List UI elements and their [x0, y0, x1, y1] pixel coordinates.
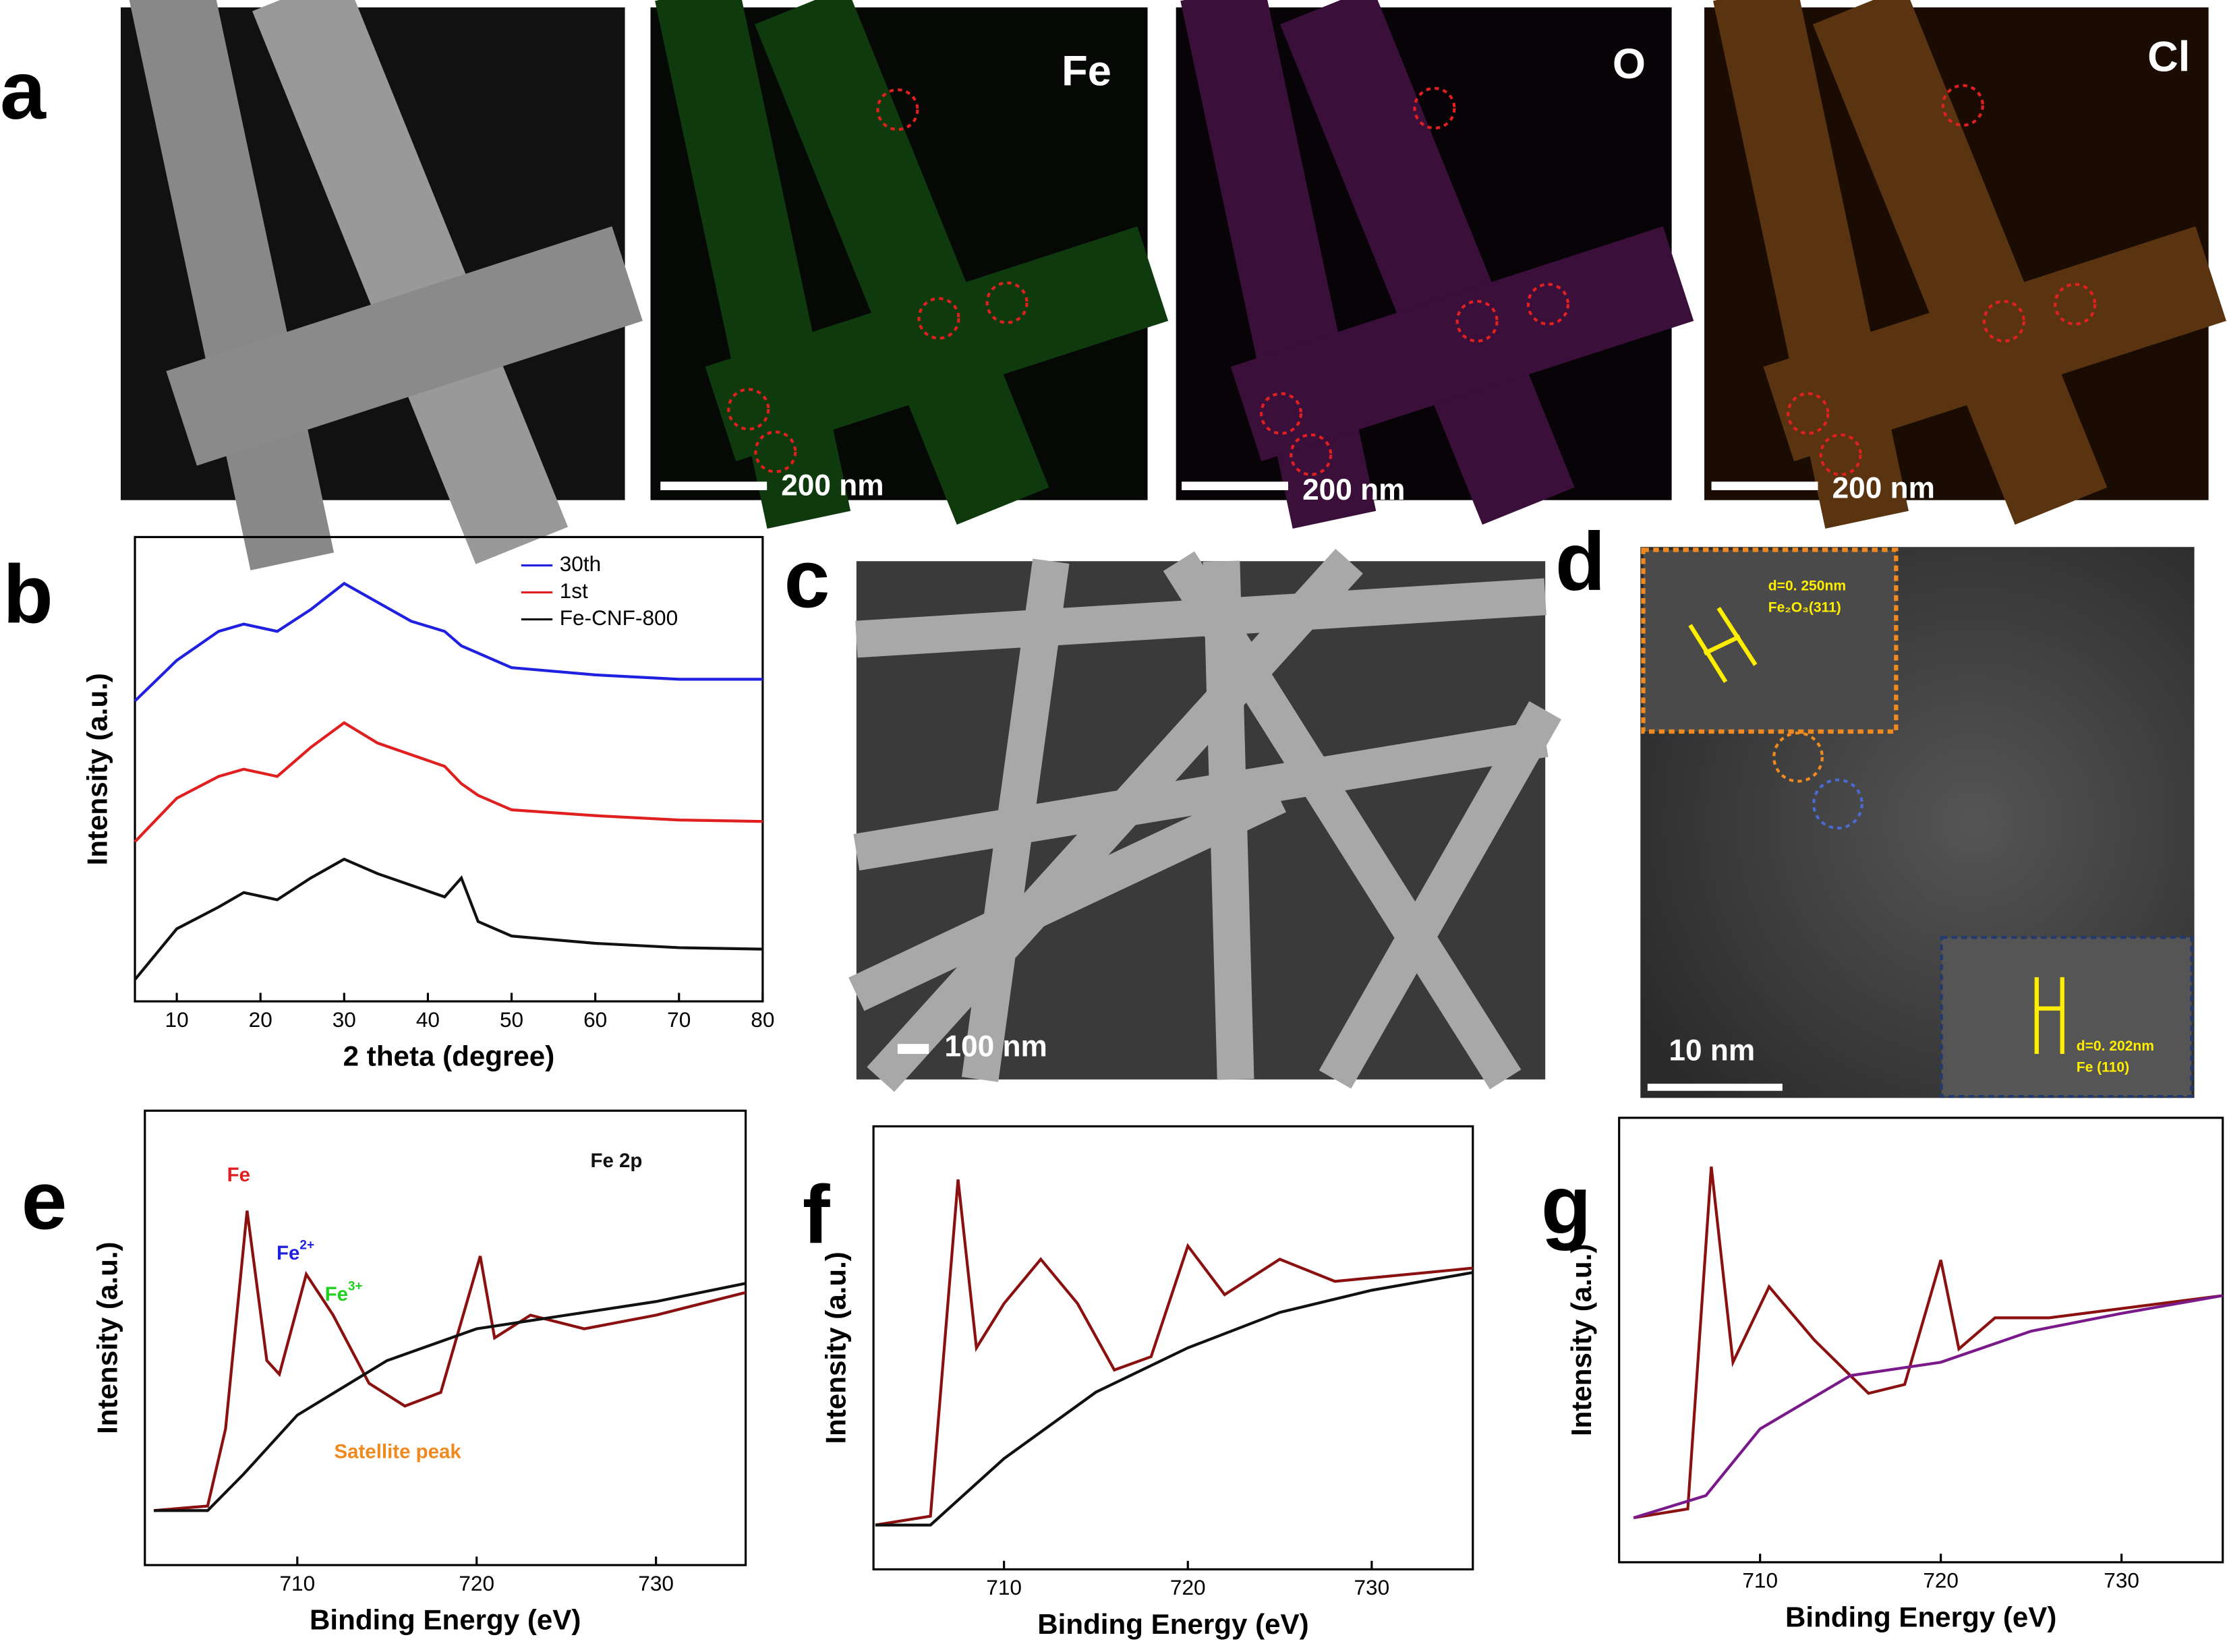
data-line: [134, 857, 763, 981]
x-tick-label: 710: [986, 1575, 1022, 1599]
data-line: [154, 1282, 746, 1512]
scale-label: 10 nm: [1669, 1034, 1755, 1067]
x-axis-label: 2 theta (degree): [343, 1040, 555, 1071]
x-tick-label: 720: [459, 1571, 494, 1595]
legend-label: Fe-CNF-800: [560, 606, 678, 630]
scale-bar: [1711, 481, 1818, 490]
plot-frame: [1618, 1117, 2224, 1564]
legend-label: 1st: [560, 579, 588, 603]
spacing-label: d=0. 250nm: [1768, 579, 1846, 594]
scale-label: 100 nm: [944, 1030, 1047, 1063]
panel-label: e: [22, 1154, 67, 1247]
data-line: [153, 1210, 747, 1512]
y-axis-label: Intensity (a.u.): [82, 673, 113, 865]
y-axis-label: Intensity (a.u.): [820, 1251, 852, 1444]
panel-label: a: [0, 44, 47, 136]
element-label: Cl: [2147, 34, 2190, 81]
annotation: Fe2+: [277, 1238, 314, 1264]
hrtem-image: [1640, 547, 2195, 1098]
scale-label: 200 nm: [1832, 472, 1935, 505]
plane-label: Fe (110): [2077, 1060, 2129, 1075]
panel-label: g: [1541, 1158, 1592, 1251]
x-tick-label: 20: [249, 1007, 272, 1032]
annotation-text: Fe: [227, 1164, 250, 1186]
x-tick-label: 730: [1354, 1575, 1390, 1599]
spacing-label: d=0. 202nm: [2077, 1038, 2154, 1054]
scale-label: 200 nm: [1302, 473, 1405, 506]
annotation-text: Fe 2p: [590, 1150, 642, 1172]
annotation: Satellite peak: [334, 1441, 461, 1463]
x-tick-label: 720: [1170, 1575, 1206, 1599]
element-label: Fe: [1062, 48, 1111, 95]
sem-image: [848, 548, 1561, 1092]
haadf-image: [120, 0, 643, 570]
annotation-text: Fe: [277, 1242, 299, 1264]
x-tick-label: 720: [1923, 1568, 1959, 1593]
plot-frame: [144, 1109, 747, 1566]
x-tick-label: 710: [279, 1571, 315, 1595]
annotation: Fe 2p: [590, 1150, 642, 1172]
x-tick-label: 80: [751, 1007, 774, 1032]
x-tick-label: 60: [583, 1007, 607, 1032]
panel-label: f: [803, 1169, 830, 1261]
x-axis-label: Binding Energy (eV): [1037, 1608, 1308, 1640]
data-line: [875, 1179, 1473, 1527]
fe-map: [650, 0, 1169, 529]
data-line: [875, 1271, 1474, 1527]
x-tick-label: 10: [165, 1007, 189, 1032]
data-line: [134, 581, 763, 703]
x-axis-label: Binding Energy (eV): [310, 1603, 581, 1635]
x-axis-label: Binding Energy (eV): [1785, 1601, 2056, 1632]
annotation: Fe3+: [325, 1279, 363, 1305]
annotation-sup: 2+: [299, 1238, 314, 1252]
legend-label: 30th: [560, 552, 601, 576]
scale-bar: [660, 481, 768, 490]
plot-frame: [134, 535, 764, 1003]
cl-map: [1704, 0, 2226, 529]
x-tick-label: 70: [667, 1007, 691, 1032]
scale-bar: [897, 1044, 929, 1054]
scale-label: 200 nm: [781, 469, 884, 502]
panel-label: b: [3, 548, 53, 640]
element-label: O: [1613, 40, 1646, 88]
annotation-text: Satellite peak: [334, 1441, 461, 1463]
x-tick-label: 50: [500, 1007, 523, 1032]
scale-bar: [1182, 481, 1289, 490]
annotation-sup: 3+: [348, 1279, 363, 1293]
annotation-text: Fe: [325, 1283, 348, 1305]
y-axis-label: Intensity (a.u.): [91, 1241, 123, 1434]
x-tick-label: 730: [638, 1571, 674, 1595]
plot-frame: [872, 1125, 1474, 1571]
data-line: [1633, 1167, 2223, 1520]
data-line: [1633, 1294, 2224, 1519]
panel-label: c: [784, 532, 830, 624]
plane-label: Fe₂O₃(311): [1768, 599, 1841, 615]
data-line: [134, 721, 763, 843]
y-axis-label: Intensity (a.u.): [1565, 1244, 1597, 1436]
x-tick-label: 710: [1742, 1568, 1778, 1593]
panel-label: d: [1555, 515, 1606, 608]
annotation: Fe: [227, 1164, 250, 1186]
x-tick-label: 30: [332, 1007, 356, 1032]
o-map: [1176, 0, 1694, 529]
x-tick-label: 730: [2104, 1568, 2139, 1593]
x-tick-label: 40: [416, 1007, 440, 1032]
